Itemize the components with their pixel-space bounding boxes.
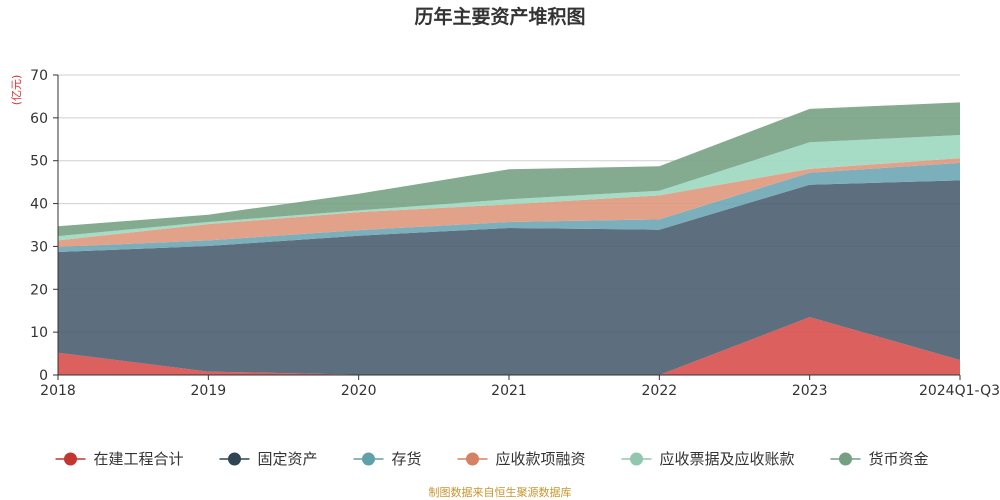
area-series-4 [58, 135, 960, 241]
legend-item-0[interactable]: 在建工程合计 [55, 450, 184, 468]
y-tick-label: 30 [30, 239, 48, 255]
legend-label: 货币资金 [869, 450, 929, 468]
chart-title: 历年主要资产堆积图 [414, 5, 585, 28]
legend-circle-icon [228, 452, 241, 466]
y-tick-label: 60 [30, 111, 48, 127]
y-tick-label: 10 [30, 325, 48, 341]
y-tick-label: 50 [30, 154, 48, 170]
y-tick-label: 40 [30, 197, 48, 213]
legend-item-3[interactable]: 应收款项融资 [457, 450, 586, 468]
y-tick-label: 0 [39, 368, 48, 384]
x-tick-label: 2019 [191, 383, 227, 399]
legend-label: 固定资产 [258, 450, 318, 468]
legend-item-5[interactable]: 货币资金 [830, 450, 929, 468]
legend-circle-icon [630, 452, 643, 466]
x-tick-label: 2023 [792, 383, 828, 399]
legend[interactable]: 在建工程合计 固定资产 存货 应收款项融资 应收票据及应收账款 货币资金 [55, 450, 929, 468]
area-series-3 [58, 158, 960, 247]
legend-item-4[interactable]: 应收票据及应收账款 [621, 450, 795, 468]
legend-label: 存货 [392, 450, 422, 468]
y-tick-label: 70 [30, 68, 48, 84]
area-series-5 [58, 102, 960, 237]
y-tick-label: 20 [30, 282, 48, 298]
legend-label: 应收款项融资 [496, 450, 586, 468]
legend-label: 应收票据及应收账款 [660, 450, 795, 468]
area-series-0 [58, 317, 960, 375]
x-tick-label: 2018 [40, 383, 76, 399]
y-axis-unit: (亿元) [10, 75, 23, 106]
legend-label: 在建工程合计 [94, 450, 184, 468]
area-series-group [58, 102, 960, 375]
x-tick-label: 2020 [341, 383, 377, 399]
legend-item-1[interactable]: 固定资产 [219, 450, 318, 468]
x-tick-label: 2021 [491, 383, 527, 399]
area-series-1 [58, 180, 960, 375]
x-tick-label: 2024Q1-Q3 [919, 383, 1000, 399]
legend-circle-icon [839, 452, 852, 466]
legend-item-2[interactable]: 存货 [353, 450, 422, 468]
legend-circle-icon [64, 452, 77, 466]
legend-circle-icon [466, 452, 479, 466]
data-source-note: 制图数据来自恒生聚源数据库 [429, 485, 572, 499]
axes: 0 10 20 30 40 50 60 70 2018 2019 2020 2021 2022 2023 2… [30, 68, 1000, 399]
x-tick-label: 2022 [642, 383, 678, 399]
legend-circle-icon [362, 452, 375, 466]
area-series-2 [58, 162, 960, 252]
